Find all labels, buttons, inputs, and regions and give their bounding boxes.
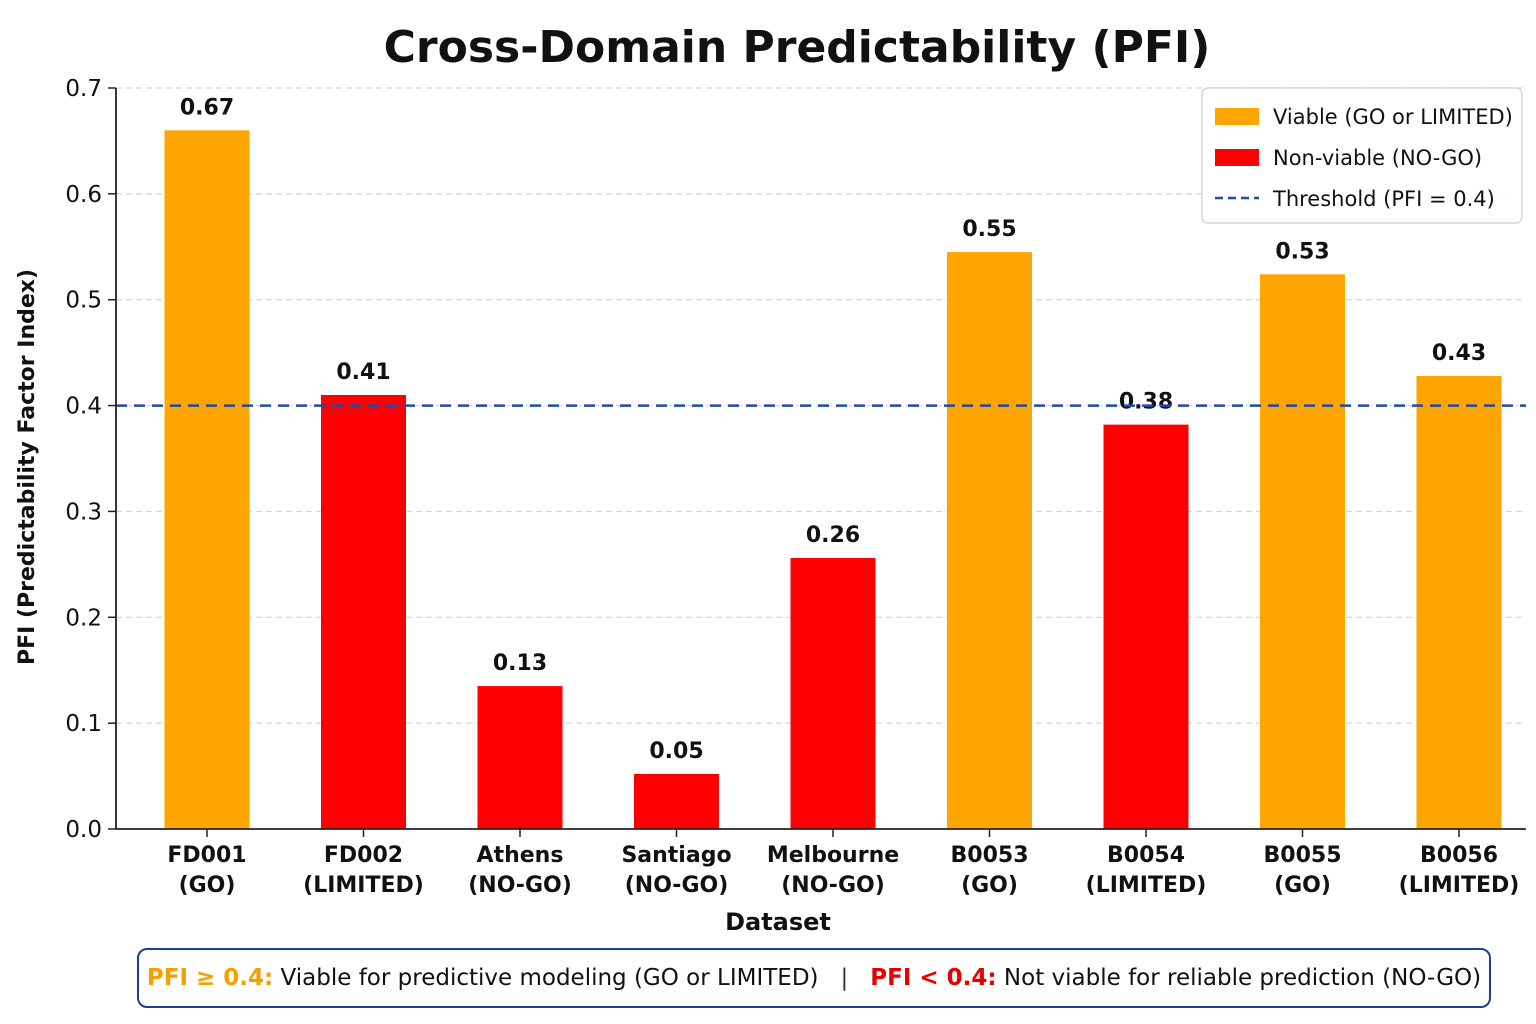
bar-melbourne xyxy=(790,558,876,829)
bar-value-label: 0.43 xyxy=(1432,341,1486,366)
bar-fd002 xyxy=(321,394,406,829)
x-tick-status: (GO) xyxy=(1274,873,1331,898)
x-tick-label: FD002 (LIMITED) xyxy=(303,843,424,898)
x-tick-status: (NO-GO) xyxy=(781,873,885,898)
bar-fd001 xyxy=(164,130,250,830)
legend-viable-label: Viable (GO or LIMITED) xyxy=(1273,105,1513,129)
x-axis-title: Dataset xyxy=(725,908,831,936)
x-tick-dataset-name: FD001 xyxy=(167,843,246,868)
legend-threshold-label: Threshold (PFI = 0.4) xyxy=(1272,187,1495,211)
bar-value-label: 0.41 xyxy=(336,360,390,385)
y-tick-label: 0.6 xyxy=(65,182,102,208)
y-axis-title: PFI (Predictability Factor Index) xyxy=(15,269,40,665)
bar-value-label: 0.26 xyxy=(806,523,860,548)
bar-b0054 xyxy=(1103,424,1189,829)
bar-value-label: 0.67 xyxy=(180,95,234,120)
x-tick-label: Melbourne (NO-GO) xyxy=(767,843,899,898)
legend-box xyxy=(1201,87,1523,224)
bar-value-label: 0.13 xyxy=(493,651,547,676)
x-tick-status: (LIMITED) xyxy=(1086,873,1207,898)
bar-value-label: 0.53 xyxy=(1275,239,1329,264)
y-tick-label: 0.2 xyxy=(65,605,102,631)
bars xyxy=(164,130,1502,830)
y-tick-label: 0.4 xyxy=(65,394,102,420)
bar-value-label: 0.05 xyxy=(649,739,703,764)
footnote-nonviable-text: Not viable for reliable prediction (NO-G… xyxy=(996,965,1482,991)
x-tick-status: (LIMITED) xyxy=(303,873,424,898)
y-tick-label: 0.5 xyxy=(65,288,102,314)
x-tick-dataset-name: B0056 xyxy=(1420,843,1498,868)
bar-value-label: 0.55 xyxy=(962,217,1016,242)
bar-value-label: 0.38 xyxy=(1119,390,1173,415)
x-tick-dataset-name: Santiago xyxy=(621,843,731,868)
footnote-nonviable-label: PFI < 0.4: xyxy=(870,965,997,991)
x-tick-status: (GO) xyxy=(961,873,1018,898)
x-tick-dataset-name: B0055 xyxy=(1264,843,1342,868)
y-tick-labels: 0.0 0.1 0.2 0.3 0.4 0.5 0.6 0.7 xyxy=(65,76,102,843)
footnote-viable-text: Viable for predictive modeling (GO or LI… xyxy=(273,965,819,991)
legend-non_viable-label: Non-viable (NO-GO) xyxy=(1273,146,1482,170)
y-tick-label: 0.7 xyxy=(65,76,102,102)
pfi-bar-chart: Cross-Domain Predictability (PFI) 0.670.… xyxy=(15,22,1526,936)
bar-b0055 xyxy=(1260,274,1345,829)
legend-viable-swatch xyxy=(1215,108,1259,125)
x-tick-status: (LIMITED) xyxy=(1399,873,1520,898)
bar-b0056 xyxy=(1416,375,1502,829)
x-tick-label: Santiago (NO-GO) xyxy=(621,843,731,898)
x-tick-label: B0056 (LIMITED) xyxy=(1399,843,1520,898)
value-labels: 0.67 0.41 0.13 0.05 0.26 0.55 0.38 0.53 0.43 xyxy=(180,95,1486,764)
x-tick-label: Athens (NO-GO) xyxy=(468,843,572,898)
x-tick-labels: FD001 (GO)FD002 (LIMITED)Athens (NO-GO)Sant… xyxy=(167,843,1519,898)
x-tick-label: B0054 (LIMITED) xyxy=(1086,843,1207,898)
legend-non_viable-swatch xyxy=(1215,149,1259,166)
x-tick-dataset-name: B0053 xyxy=(951,843,1029,868)
x-tick-status: (GO) xyxy=(179,873,236,898)
legend: Viable (GO or LIMITED) Non-viable (NO-GO)… xyxy=(1201,87,1523,224)
chart-title: Cross-Domain Predictability (PFI) xyxy=(384,22,1211,73)
x-tick-dataset-name: Athens xyxy=(477,843,564,868)
bar-santiago xyxy=(634,773,719,829)
y-tick-label: 0.0 xyxy=(65,817,102,843)
x-tick-dataset-name: B0054 xyxy=(1107,843,1185,868)
x-tick-label: FD001 (GO) xyxy=(167,843,246,898)
footnote-viable-label: PFI ≥ 0.4: xyxy=(146,965,274,991)
bar-athens xyxy=(477,686,563,829)
x-tick-label: B0053 (GO) xyxy=(951,843,1029,898)
x-tick-dataset-name: FD002 xyxy=(324,843,403,868)
footnote-box: PFI ≥ 0.4: Viable for predictive modelin… xyxy=(137,948,1491,1008)
x-tick-label: B0055 (GO) xyxy=(1264,843,1342,898)
x-tick-dataset-name: Melbourne xyxy=(767,843,899,868)
x-tick-status: (NO-GO) xyxy=(625,873,729,898)
y-tick-label: 0.1 xyxy=(65,711,102,737)
axes xyxy=(108,87,1526,837)
bar-b0053 xyxy=(947,252,1032,830)
x-tick-status: (NO-GO) xyxy=(468,873,572,898)
footnote-separator: | xyxy=(840,965,849,991)
y-tick-label: 0.3 xyxy=(65,499,102,525)
